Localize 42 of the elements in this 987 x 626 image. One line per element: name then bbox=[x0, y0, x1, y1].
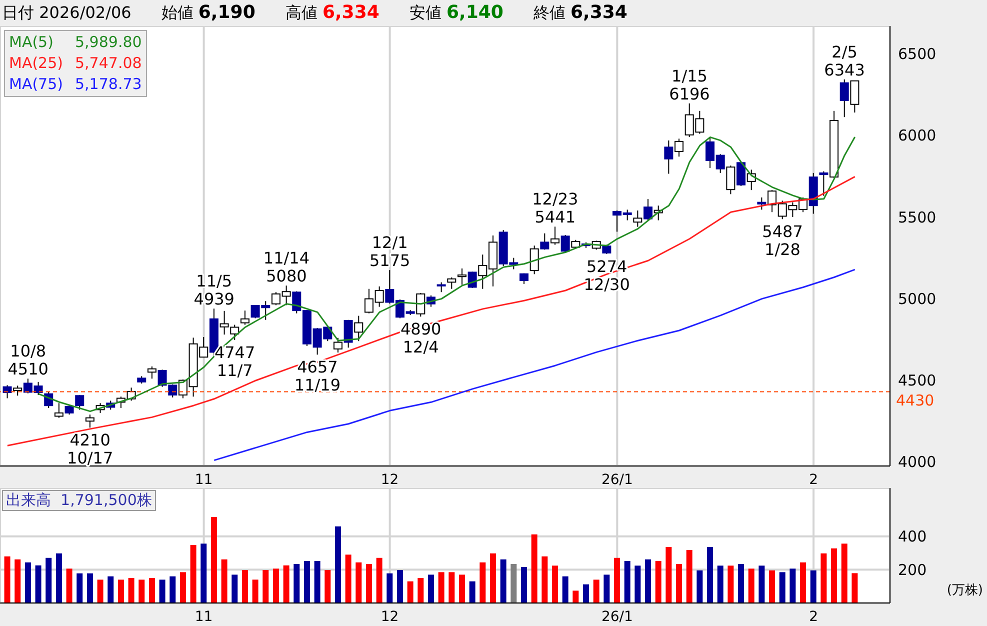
annotation: 11/5 4939 bbox=[194, 272, 234, 309]
y-tick-label: 6000 bbox=[898, 126, 936, 145]
annotation: 5,747.08 bbox=[75, 54, 142, 72]
x-tick-label: 26/1 bbox=[601, 472, 633, 488]
text: MA(25) bbox=[9, 53, 64, 74]
y-tick-label: 400 bbox=[898, 528, 927, 546]
text: 終値 6,334 bbox=[533, 2, 628, 24]
text: 日付 2026/02/06 bbox=[2, 2, 132, 24]
x-tick-label: 12 bbox=[380, 472, 399, 488]
x-tick-label: 11 bbox=[194, 472, 213, 488]
text: 始値 6,190 bbox=[161, 2, 256, 24]
y-tick-label: 5500 bbox=[898, 208, 936, 226]
x-tick-label: 26/1 bbox=[601, 608, 633, 625]
annotation: 12/1 5175 bbox=[369, 233, 410, 270]
y-tick-label: 5000 bbox=[898, 290, 936, 308]
y-tick-label: 4500 bbox=[898, 372, 936, 390]
y-tick-label: 200 bbox=[898, 560, 927, 579]
x-tick-label: 2 bbox=[809, 472, 818, 488]
text: MA(5) bbox=[9, 32, 54, 53]
y-tick-label: 6500 bbox=[898, 45, 936, 64]
annotation: 4657 11/19 bbox=[294, 358, 341, 395]
text: 安値 6,140 bbox=[409, 2, 504, 24]
annotation: 10/8 4510 bbox=[8, 342, 48, 379]
annotation: 4747 11/7 bbox=[214, 342, 256, 380]
annotation: 11/14 5080 bbox=[263, 248, 310, 286]
x-tick-label: 12 bbox=[380, 608, 399, 625]
annotation: 12/23 5441 bbox=[532, 190, 578, 227]
x-tick-label: 2 bbox=[809, 608, 818, 625]
y-axis-title: (万株) bbox=[946, 582, 983, 599]
annotation: 4210 10/17 bbox=[67, 430, 114, 468]
annotation: 5,178.73 bbox=[75, 75, 142, 93]
y-tick-label: 4000 bbox=[898, 453, 936, 472]
text: 高値 6,334 bbox=[285, 2, 380, 24]
text: MA(75) bbox=[9, 74, 64, 95]
chart-title: 出来高 1,791,500株 bbox=[2, 490, 156, 511]
annotation: 5,989.80 bbox=[75, 33, 142, 51]
annotation: 2/5 6343 bbox=[824, 42, 865, 80]
ref-line-label: 4430 bbox=[896, 392, 934, 410]
x-tick-label: 11 bbox=[194, 608, 213, 625]
annotation: 5487 1/28 bbox=[762, 222, 803, 260]
annotation: 1/15 6196 bbox=[669, 66, 710, 104]
annotation: 5274 12/30 bbox=[584, 256, 630, 294]
